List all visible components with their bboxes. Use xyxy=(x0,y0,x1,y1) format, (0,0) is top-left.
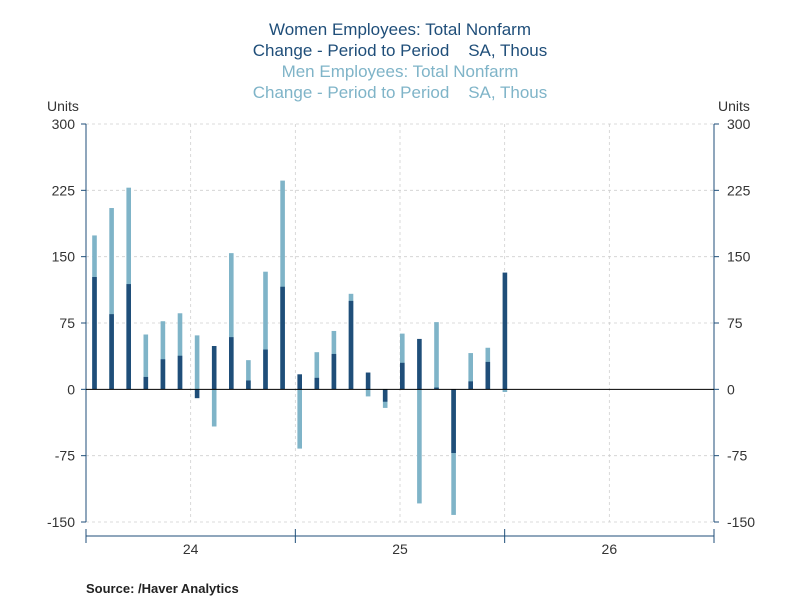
chart-title: Women Employees: Total Nonfarm Change - … xyxy=(0,19,800,103)
bar-men xyxy=(229,253,234,390)
bar-women xyxy=(160,359,166,390)
bar-men xyxy=(211,389,217,427)
bar-men xyxy=(177,313,183,390)
bar-women xyxy=(297,374,302,390)
y-tick-label-left: -150 xyxy=(47,514,75,530)
bar-women xyxy=(382,389,388,402)
y-tick-label-right: 75 xyxy=(727,315,743,331)
title-line-men-2: Change - Period to Period SA, Thous xyxy=(252,83,548,102)
bar-women xyxy=(400,362,405,390)
bar-women xyxy=(280,286,285,390)
y-tick-label-left: -75 xyxy=(55,448,75,464)
bar-women xyxy=(143,376,149,390)
bar-women xyxy=(92,277,97,390)
bar-men xyxy=(194,335,200,390)
bar-women xyxy=(177,355,183,390)
bar-men xyxy=(297,389,302,449)
y-tick-label-right: 300 xyxy=(727,116,751,132)
x-tick-label: 24 xyxy=(183,541,199,557)
y-tick-label-right: 0 xyxy=(727,381,735,397)
bar-women xyxy=(126,284,131,390)
y-tick-label-right: 150 xyxy=(727,249,751,265)
bar-women xyxy=(331,353,337,390)
bar-men xyxy=(109,208,114,390)
bar-women xyxy=(211,345,217,390)
bar-men xyxy=(280,180,285,390)
bar-men xyxy=(143,334,149,390)
bar-men xyxy=(502,389,508,392)
bar-women xyxy=(502,272,508,390)
bar-women xyxy=(246,380,251,390)
bar-women xyxy=(229,337,234,390)
x-tick-label: 25 xyxy=(392,541,408,557)
bar-women xyxy=(468,381,473,390)
x-tick-label: 26 xyxy=(602,541,618,557)
y-tick-label-right: -75 xyxy=(727,448,747,464)
y-tick-label-right: 225 xyxy=(727,182,751,198)
bar-women xyxy=(417,338,422,390)
bar-men xyxy=(417,389,422,504)
y-axis-label-left: Units xyxy=(47,98,79,114)
bar-women xyxy=(348,300,354,390)
y-tick-label-left: 0 xyxy=(67,381,75,397)
bar-men xyxy=(400,333,405,390)
bar-men xyxy=(434,322,439,390)
y-tick-label-left: 300 xyxy=(52,116,76,132)
y-tick-label-left: 75 xyxy=(59,315,75,331)
bar-women xyxy=(434,387,439,390)
bar-men xyxy=(263,271,268,390)
bar-men xyxy=(314,352,320,390)
bar-women xyxy=(365,372,371,390)
bar-women xyxy=(451,389,456,454)
y-tick-label-right: -150 xyxy=(727,514,755,530)
bar-men xyxy=(468,353,473,390)
bar-men xyxy=(246,360,251,390)
title-line-women-2: Change - Period to Period SA, Thous xyxy=(252,41,548,60)
y-tick-label-left: 225 xyxy=(52,182,76,198)
bar-women xyxy=(314,377,320,390)
y-tick-label-left: 150 xyxy=(52,249,76,265)
bar-women xyxy=(263,349,268,390)
title-line-women-1: Women Employees: Total Nonfarm xyxy=(268,20,532,39)
title-line-men-1: Men Employees: Total Nonfarm xyxy=(281,62,519,81)
bar-men xyxy=(365,389,371,397)
source-note: Source: /Haver Analytics xyxy=(86,581,239,596)
bar-women xyxy=(109,314,114,390)
bar-men xyxy=(160,321,166,390)
y-axis-label-right: Units xyxy=(718,98,750,114)
bar-women xyxy=(194,389,200,399)
bar-women xyxy=(485,361,491,390)
